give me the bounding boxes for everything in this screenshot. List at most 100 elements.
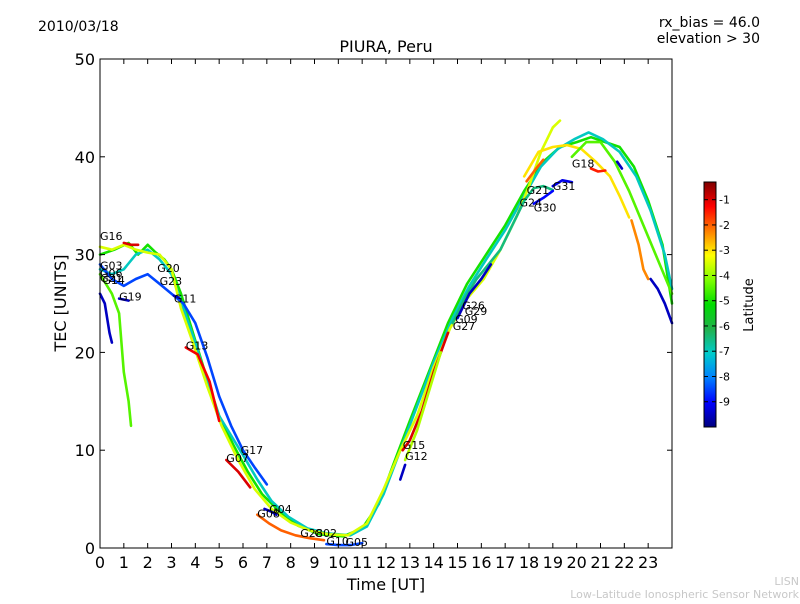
series-layer: [98, 119, 674, 547]
tec-trace-10: [532, 189, 555, 205]
satellite-label: G09: [455, 313, 478, 326]
x-tick-label: 20: [566, 553, 586, 572]
satellite-label: G24: [520, 197, 543, 210]
x-tick-label: 7: [262, 553, 272, 572]
tec-trace-5: [570, 140, 674, 295]
satellite-label: G27: [453, 320, 476, 333]
colorbar-tick-label: -9: [719, 396, 730, 409]
colorbar-tick-label: -4: [719, 269, 730, 282]
x-tick-label: 1: [119, 553, 129, 572]
y-axis-label: TEC [UNITS]: [51, 255, 70, 353]
colorbar-tick-label: -6: [719, 320, 730, 333]
tec-trace-18: [225, 458, 252, 489]
x-tick-label: 17: [495, 553, 515, 572]
y-tick-label: 40: [75, 148, 95, 167]
y-axis: 0 10 20 30 40 50: [75, 50, 672, 558]
colorbar-tick-label: -8: [719, 370, 730, 383]
x-tick-label: 11: [352, 553, 372, 572]
x-tick-label: 6: [238, 553, 248, 572]
tec-trace-9: [456, 263, 493, 320]
tec-trace-22: [98, 292, 114, 344]
satellite-label: G21: [100, 272, 123, 285]
x-tick-label: 13: [400, 553, 420, 572]
tec-trace-19: [256, 513, 326, 542]
watermark-lisn: LISN: [774, 575, 799, 588]
x-tick-label: 3: [166, 553, 176, 572]
satellite-label-layer: G16G03G06G21G14G19G20G23G11G13G17G07G04G…: [100, 158, 594, 549]
x-tick-label: 23: [638, 553, 658, 572]
satellite-label: G15: [403, 439, 426, 452]
tec-trace-14: [630, 219, 650, 281]
x-tick-label: 15: [447, 553, 467, 572]
y-tick-label: 20: [75, 343, 95, 362]
tec-trace-3: [98, 263, 269, 486]
x-tick-label: 16: [471, 553, 491, 572]
satellite-label: G03: [100, 259, 123, 272]
tec-trace-27: [263, 507, 278, 516]
x-axis-label: Time [UT]: [346, 575, 425, 594]
satellite-label: G30: [534, 202, 557, 215]
satellite-label: G31: [553, 180, 576, 193]
satellite-label: G06: [100, 267, 123, 280]
colorbar-tick-label: -2: [719, 219, 730, 232]
x-tick-label: 9: [309, 553, 319, 572]
tec-trace-24: [117, 297, 130, 302]
y-tick-label: 50: [75, 50, 95, 69]
satellite-label: G21: [527, 184, 550, 197]
colorbar-tick-label: -5: [719, 295, 730, 308]
satellite-label: G10: [326, 535, 349, 548]
tec-trace-25: [172, 294, 180, 299]
tec-trace-7: [589, 167, 607, 173]
x-tick-label: 4: [190, 553, 200, 572]
tec-trace-20: [184, 346, 221, 423]
satellite-label: G07: [226, 452, 249, 465]
satellite-label: G18: [572, 158, 595, 171]
satellite-label: G05: [346, 536, 369, 549]
satellite-label: G08: [257, 508, 280, 521]
satellite-label: G29: [465, 305, 488, 318]
satellite-label: G16: [100, 230, 123, 243]
satellite-label: G13: [186, 340, 209, 353]
satellite-label: G23: [160, 275, 183, 288]
satellite-label: G12: [405, 450, 428, 463]
tec-trace-6: [525, 158, 545, 183]
x-tick-label: 22: [614, 553, 634, 572]
x-tick-label: 19: [543, 553, 563, 572]
colorbar-ticks: -1 -2 -3 -4 -5 -6 -7 -8 -9: [704, 194, 730, 409]
satellite-label: G02: [315, 527, 338, 540]
x-tick-label: 2: [143, 553, 153, 572]
latitude-colorbar: [703, 181, 717, 428]
colorbar-tick-label: -1: [719, 194, 730, 207]
satellite-label: G11: [174, 293, 197, 306]
y-tick-label: 0: [85, 539, 95, 558]
x-tick-label: 12: [376, 553, 396, 572]
tec-trace-0: [98, 135, 674, 538]
tec-trace-23: [122, 241, 140, 247]
x-tick-label: 5: [214, 553, 224, 572]
satellite-label: G14: [102, 274, 125, 287]
tec-trace-8: [451, 184, 555, 325]
x-tick-label: 8: [286, 553, 296, 572]
satellite-label: G19: [119, 291, 142, 304]
x-tick-label: 14: [423, 553, 443, 572]
satellite-label: G20: [157, 262, 180, 275]
y-tick-label: 30: [75, 246, 95, 265]
satellite-label: G26: [462, 299, 485, 312]
tec-trace-17: [399, 463, 407, 481]
tec-trace-26: [325, 541, 364, 547]
tec-trace-13: [615, 160, 624, 170]
satellite-label: G04: [269, 503, 292, 516]
tec-trace-4: [522, 143, 631, 219]
rx-bias-label: rx_bias = 46.0: [659, 15, 760, 31]
tec-trace-11: [551, 179, 574, 188]
colorbar-label: Latitude: [742, 278, 757, 332]
colorbar-tick-label: -7: [719, 345, 730, 358]
tec-trace-16: [403, 351, 443, 462]
x-tick-label: 18: [519, 553, 539, 572]
x-tick-label: 0: [95, 553, 105, 572]
x-tick-label: 21: [590, 553, 610, 572]
satellite-label: G28: [300, 527, 323, 540]
y-tick-label: 10: [75, 441, 95, 460]
